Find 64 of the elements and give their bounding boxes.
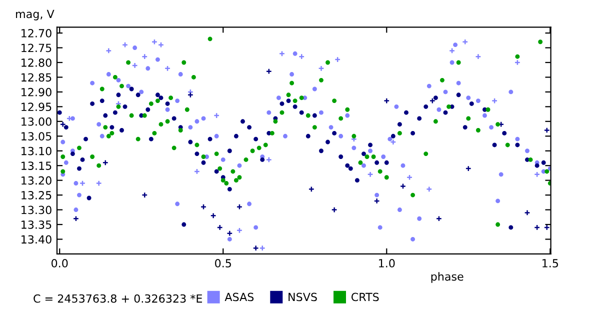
x-tick-label: 1.5 [542, 259, 558, 268]
point [534, 224, 540, 231]
x-tick-label: 0.5 [215, 259, 231, 268]
point [390, 138, 396, 146]
point [236, 204, 243, 210]
y-tick-label: 13.30 [22, 206, 52, 214]
text: C = 2453763.8 + 0.326323 *E [34, 294, 202, 303]
point [151, 38, 158, 45]
point [200, 204, 207, 210]
point [122, 42, 128, 48]
x-tick-label: 0.0 [52, 259, 68, 268]
x-axis-title: phase [431, 272, 464, 283]
y-tick-label: 12.80 [22, 58, 52, 67]
point [514, 59, 520, 66]
point [214, 112, 220, 119]
point [491, 98, 498, 104]
point [544, 127, 550, 134]
point [266, 68, 272, 74]
y-tick-label: 12.70 [22, 29, 52, 38]
point [331, 206, 338, 213]
point [266, 156, 272, 163]
y-axis-title: mag, V [16, 10, 54, 20]
legend-label: CRTS [351, 292, 379, 302]
y-tick-label: 13.40 [22, 235, 52, 244]
point [96, 180, 102, 186]
point [210, 212, 216, 219]
y-tick-label: 12.95 [22, 102, 52, 112]
point [60, 121, 66, 128]
y-tick-label: 13.20 [22, 176, 52, 185]
point [436, 216, 442, 222]
point [72, 216, 80, 222]
x-tick-label: 1.0 [379, 259, 395, 268]
y-tick-label: 13.00 [22, 117, 52, 126]
point [544, 224, 550, 231]
y-tick-label: 13.05 [22, 132, 52, 141]
point [236, 227, 243, 234]
point [216, 224, 223, 231]
y-tick-label: 12.90 [22, 88, 52, 96]
point [142, 192, 148, 198]
y-tick-label: 13.10 [22, 146, 52, 156]
y-tick-label: 12.85 [22, 73, 52, 82]
legend-label: ASAS [224, 292, 254, 302]
y-tick-label: 13.35 [22, 220, 52, 229]
point [465, 165, 472, 172]
point [384, 98, 390, 104]
legend-label: NSVS [288, 292, 317, 302]
point [158, 42, 164, 48]
point [406, 174, 413, 180]
point [79, 180, 86, 186]
y-tick-label: 13.25 [22, 191, 52, 200]
point [334, 56, 341, 63]
y-tick-label: 13.15 [22, 162, 52, 170]
point [102, 160, 108, 166]
point [524, 210, 530, 216]
point [426, 186, 432, 192]
point [106, 48, 112, 54]
point [448, 48, 456, 54]
y-tick-label: 12.75 [22, 44, 52, 52]
point [278, 50, 286, 57]
point [164, 65, 171, 72]
point [187, 88, 194, 96]
point [194, 168, 200, 175]
point [400, 183, 406, 190]
point [226, 230, 233, 236]
